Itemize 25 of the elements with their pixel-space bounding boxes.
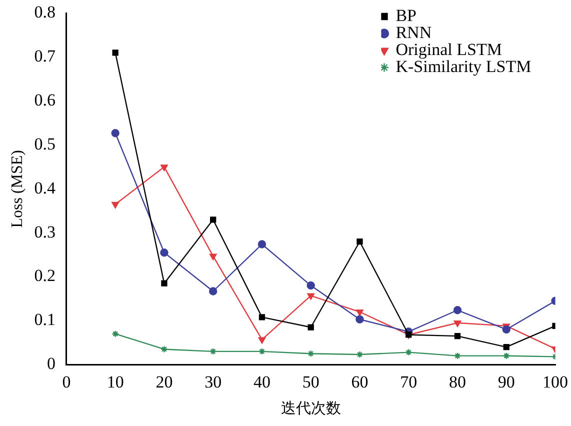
x-tick-label: 90 bbox=[498, 372, 515, 392]
x-tick-label: 0 bbox=[62, 372, 71, 392]
y-tick-label: 0.5 bbox=[34, 134, 56, 154]
y-tick-label: 0.7 bbox=[34, 46, 56, 66]
legend-label: BP bbox=[396, 6, 417, 25]
x-tick-label: 100 bbox=[542, 372, 568, 392]
x-tick-label: 40 bbox=[253, 372, 270, 392]
x-tick-label: 50 bbox=[302, 372, 320, 392]
y-tick-label: 0.2 bbox=[34, 266, 56, 286]
y-tick-label: 0.4 bbox=[34, 178, 56, 198]
x-axis-title: 迭代次数 bbox=[280, 398, 341, 417]
x-tick-label: 30 bbox=[204, 372, 222, 392]
x-tick-label: 20 bbox=[156, 372, 173, 392]
x-tick-label: 70 bbox=[400, 372, 418, 392]
legend-label: RNN bbox=[396, 22, 432, 42]
x-tick-label: 60 bbox=[351, 372, 368, 392]
y-tick-label: 0.6 bbox=[34, 90, 56, 110]
y-tick-label: 0 bbox=[46, 354, 56, 374]
x-tick-label: 80 bbox=[448, 372, 466, 392]
legend-label: Original LSTM bbox=[396, 40, 502, 59]
y-tick-label: 0.8 bbox=[34, 2, 56, 22]
y-axis-title: Loss (MSE) bbox=[8, 150, 26, 228]
y-tick-label: 0.1 bbox=[34, 310, 56, 330]
x-tick-label: 10 bbox=[106, 372, 124, 392]
y-tick-label: 0.3 bbox=[34, 222, 56, 242]
